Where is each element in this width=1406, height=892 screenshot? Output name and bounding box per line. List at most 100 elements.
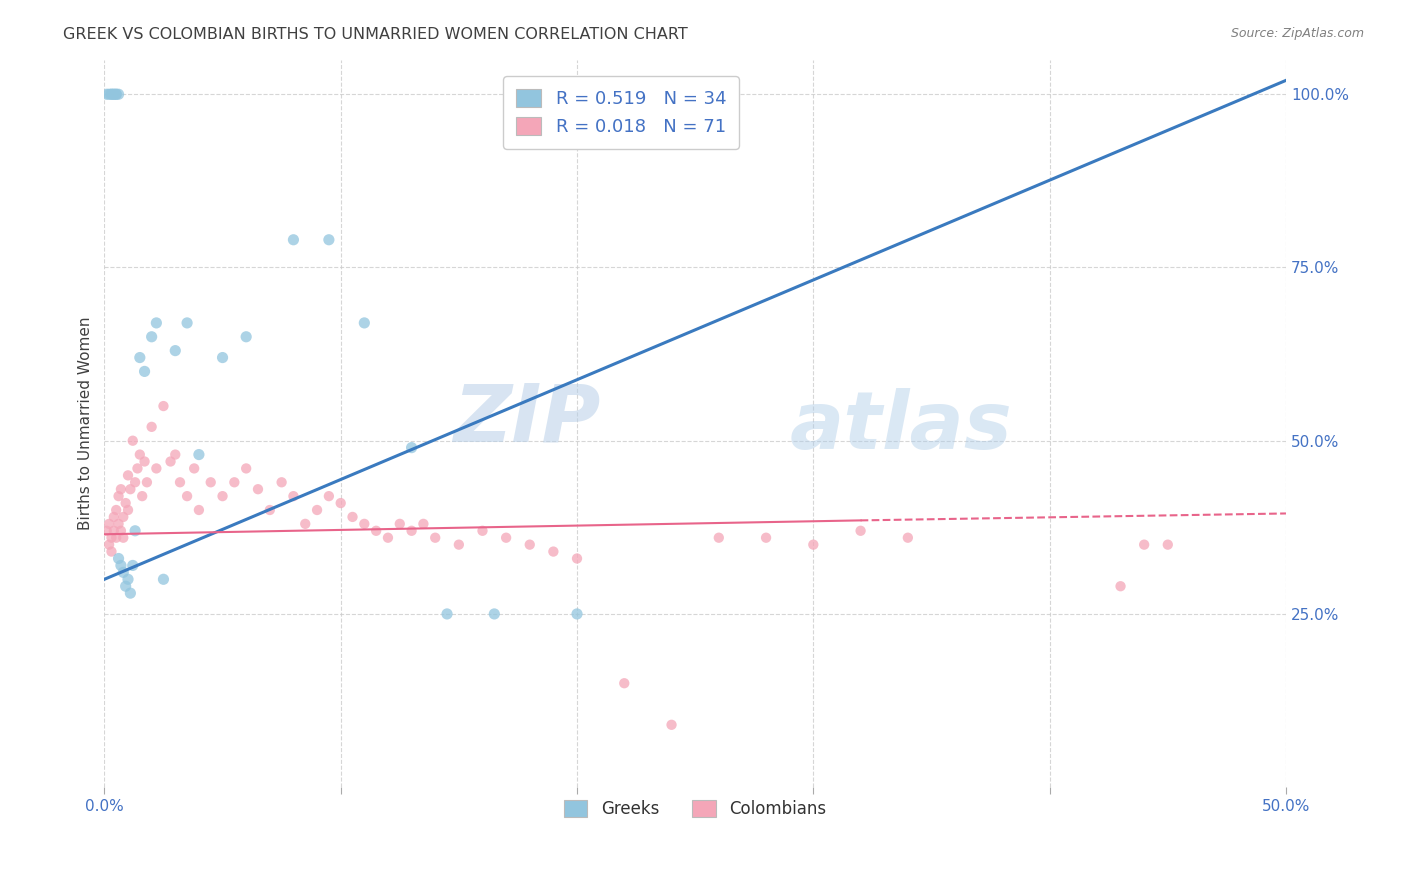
Point xyxy=(211,489,233,503)
Point xyxy=(107,489,129,503)
Point xyxy=(100,531,122,545)
Point xyxy=(283,233,305,247)
Text: atlas: atlas xyxy=(790,388,1012,466)
Point xyxy=(169,475,191,490)
Point xyxy=(436,607,458,621)
Point xyxy=(145,461,167,475)
Point xyxy=(543,544,565,558)
Point xyxy=(112,510,135,524)
Point xyxy=(224,475,246,490)
Point xyxy=(294,516,316,531)
Point xyxy=(484,607,506,621)
Point xyxy=(141,330,163,344)
Point xyxy=(120,482,142,496)
Point xyxy=(152,399,174,413)
Point xyxy=(283,489,305,503)
Point xyxy=(401,441,423,455)
Text: ZIP: ZIP xyxy=(453,381,600,458)
Point xyxy=(105,503,128,517)
Point xyxy=(519,538,541,552)
Point xyxy=(755,531,778,545)
Point xyxy=(110,482,132,496)
Point xyxy=(96,87,118,102)
Point xyxy=(176,489,198,503)
Point xyxy=(353,316,375,330)
Point xyxy=(565,551,588,566)
Point xyxy=(114,496,136,510)
Point xyxy=(105,531,128,545)
Point xyxy=(377,531,399,545)
Point xyxy=(176,316,198,330)
Point xyxy=(120,586,142,600)
Point xyxy=(183,461,205,475)
Point xyxy=(565,607,588,621)
Point xyxy=(318,489,340,503)
Point xyxy=(801,538,824,552)
Point xyxy=(112,531,135,545)
Point xyxy=(246,482,269,496)
Point xyxy=(110,524,132,538)
Point xyxy=(447,538,470,552)
Point xyxy=(366,524,388,538)
Point xyxy=(145,316,167,330)
Point xyxy=(112,566,135,580)
Point xyxy=(1157,538,1180,552)
Point xyxy=(613,676,636,690)
Point xyxy=(849,524,872,538)
Point xyxy=(307,503,329,517)
Point xyxy=(107,87,129,102)
Point xyxy=(103,87,125,102)
Point xyxy=(117,572,139,586)
Point xyxy=(127,461,149,475)
Point xyxy=(103,87,125,102)
Point xyxy=(121,434,143,448)
Point xyxy=(103,510,125,524)
Point xyxy=(1133,538,1156,552)
Point xyxy=(165,448,187,462)
Point xyxy=(342,510,364,524)
Point xyxy=(235,330,257,344)
Point xyxy=(897,531,920,545)
Point xyxy=(318,233,340,247)
Point xyxy=(187,448,209,462)
Point xyxy=(117,503,139,517)
Point xyxy=(412,516,434,531)
Point xyxy=(121,558,143,573)
Point xyxy=(270,475,292,490)
Point xyxy=(200,475,222,490)
Point xyxy=(107,516,129,531)
Point xyxy=(425,531,447,545)
Y-axis label: Births to Unmarried Women: Births to Unmarried Women xyxy=(79,317,93,530)
Point xyxy=(707,531,730,545)
Point xyxy=(259,503,281,517)
Point xyxy=(134,454,156,468)
Point xyxy=(100,87,122,102)
Point xyxy=(128,351,150,365)
Text: Source: ZipAtlas.com: Source: ZipAtlas.com xyxy=(1230,27,1364,40)
Point xyxy=(98,87,121,102)
Point xyxy=(98,538,121,552)
Point xyxy=(135,475,157,490)
Point xyxy=(128,448,150,462)
Point xyxy=(100,87,122,102)
Point xyxy=(401,524,423,538)
Point xyxy=(100,544,122,558)
Point xyxy=(165,343,187,358)
Point xyxy=(110,558,132,573)
Point xyxy=(105,87,128,102)
Point xyxy=(353,516,375,531)
Point xyxy=(187,503,209,517)
Point xyxy=(159,454,181,468)
Point xyxy=(661,718,683,732)
Point xyxy=(98,516,121,531)
Point xyxy=(141,420,163,434)
Point xyxy=(117,468,139,483)
Point xyxy=(124,475,146,490)
Point xyxy=(152,572,174,586)
Point xyxy=(103,524,125,538)
Point xyxy=(124,524,146,538)
Point xyxy=(96,524,118,538)
Point xyxy=(107,551,129,566)
Point xyxy=(495,531,517,545)
Text: GREEK VS COLOMBIAN BIRTHS TO UNMARRIED WOMEN CORRELATION CHART: GREEK VS COLOMBIAN BIRTHS TO UNMARRIED W… xyxy=(63,27,688,42)
